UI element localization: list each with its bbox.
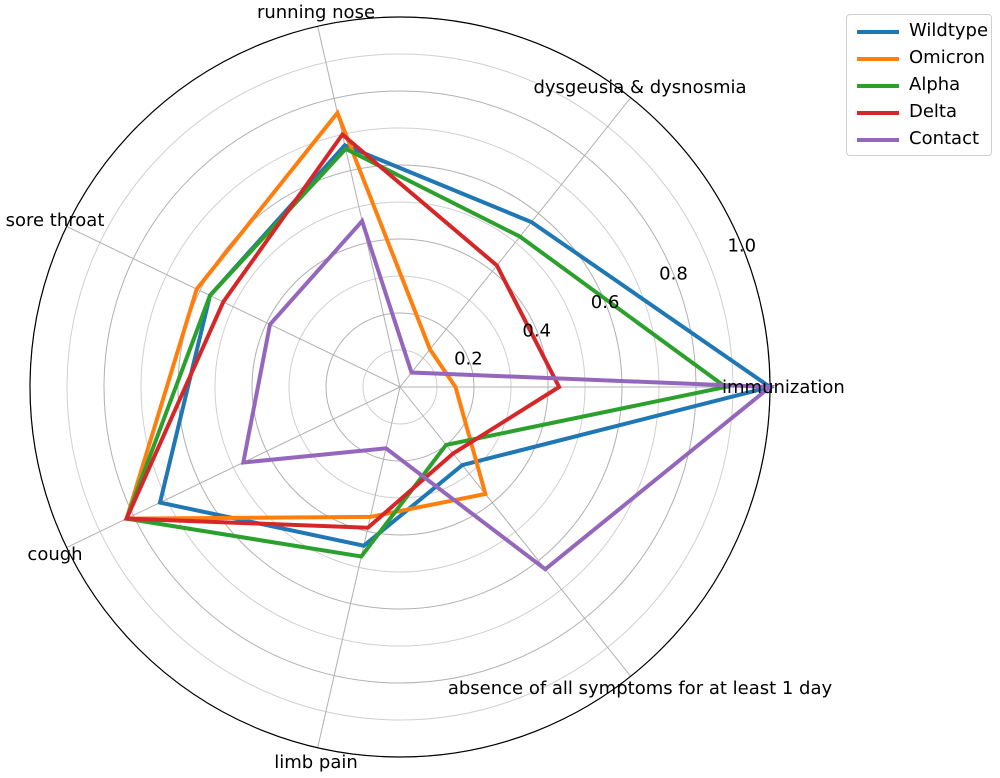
legend-swatch (857, 30, 899, 34)
series-line-wildtype (157, 142, 775, 548)
axis-label: limb pain (274, 752, 358, 773)
series-line-contact (240, 217, 776, 572)
legend-swatch (857, 111, 899, 115)
r-tick-label: 1.0 (727, 235, 756, 256)
axis-label: dysgeusia & dysnosmia (533, 77, 746, 98)
axis-label: running nose (257, 2, 375, 23)
legend-label: Delta (909, 101, 958, 122)
legend-swatch (857, 138, 899, 142)
r-tick-label: 0.6 (591, 292, 620, 313)
series-line-delta (123, 131, 562, 530)
grid-spoke (317, 26, 401, 388)
legend-swatch (857, 84, 899, 88)
legend-item-omicron: Omicron (857, 46, 991, 72)
grid-spoke (399, 97, 632, 388)
legend-label: Omicron (909, 47, 986, 68)
grid-layer (29, 16, 771, 758)
grid-spoke (317, 386, 401, 748)
series-layer (123, 108, 776, 572)
legend-label: Wildtype (909, 20, 989, 41)
axis-label: sore throat (6, 210, 105, 231)
grid-spoke (66, 226, 401, 388)
grid-spoke (399, 386, 632, 677)
legend-item-delta: Delta (857, 100, 991, 126)
grid-spoke (66, 386, 401, 548)
r-tick-label: 0.4 (522, 320, 551, 341)
r-tick-label: 0.2 (454, 349, 483, 370)
legend-item-alpha: Alpha (857, 73, 991, 99)
legend-swatch (857, 57, 899, 61)
legend-item-contact: Contact (857, 127, 991, 153)
axis-label: immunization (722, 377, 845, 398)
r-tick-label: 0.8 (659, 264, 688, 285)
series-line-alpha (123, 146, 731, 559)
series-line-omicron (123, 108, 488, 521)
label-layer: 0.2 0.4 0.6 0.8 1.0 immunization dysgeusia & d… (6, 2, 845, 773)
legend-item-wildtype: Wildtype (857, 19, 991, 45)
legend-label: Alpha (909, 74, 961, 95)
axis-label: absence of all symptoms for at least 1 d… (448, 678, 833, 699)
legend: Wildtype Omicron Alpha Delta Contact (846, 14, 992, 156)
axis-label: cough (27, 544, 82, 565)
legend-label: Contact (909, 128, 980, 149)
